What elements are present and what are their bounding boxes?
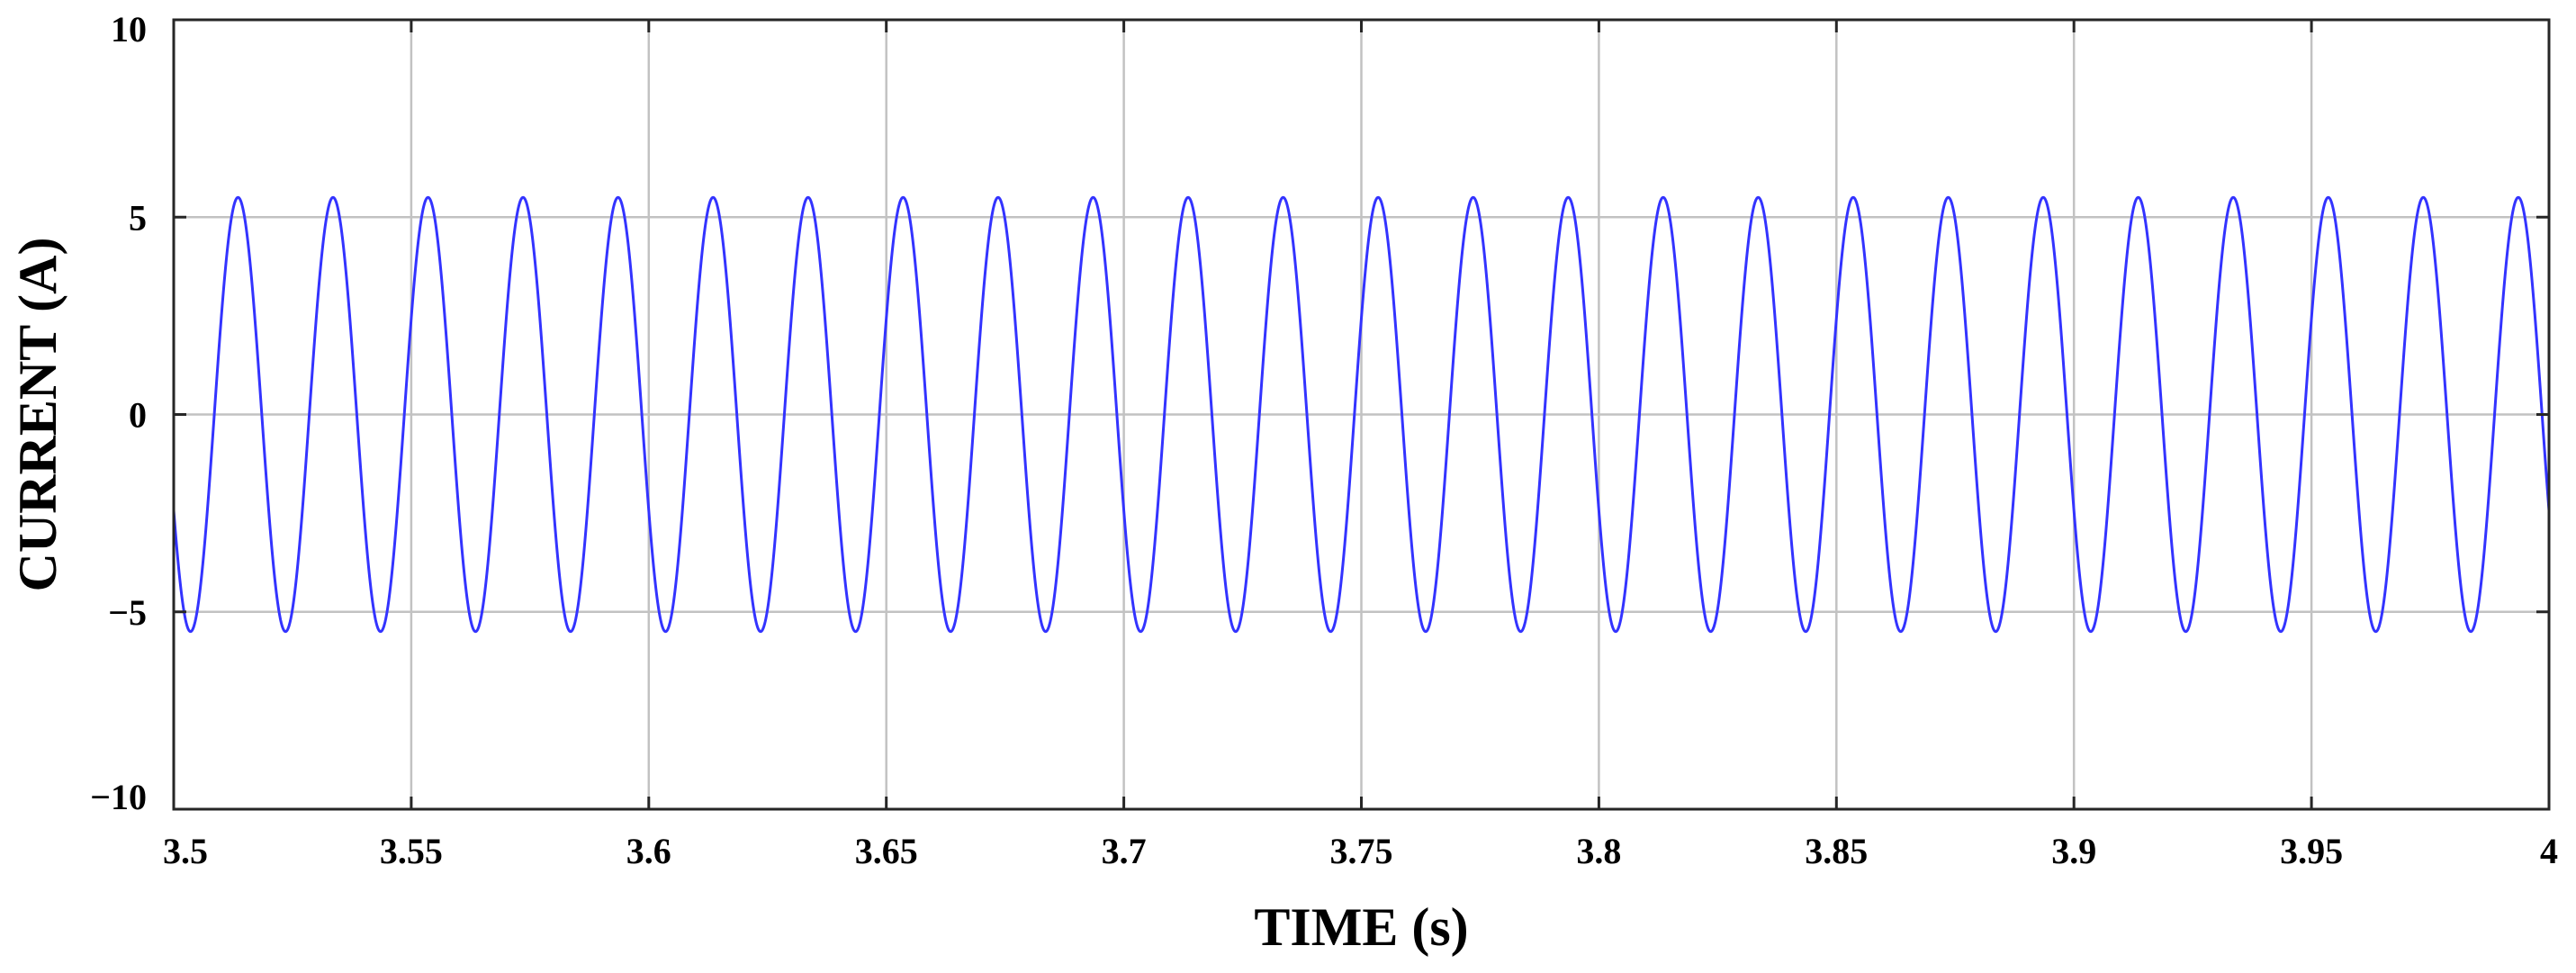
x-tick-label: 3.6 — [626, 831, 671, 871]
x-tick-labels: 3.5 3.55 3.6 3.65 3.7 3.75 3.8 3.85 3.9 3.95 4 — [163, 831, 2558, 871]
x-tick-label: 3.8 — [1576, 831, 1621, 871]
y-tick-label: −5 — [108, 592, 147, 633]
grid — [172, 18, 2551, 811]
x-tick-label: 3.55 — [380, 831, 443, 871]
y-tick-label: 10 — [111, 9, 147, 50]
x-tick-label: 3.75 — [1330, 831, 1393, 871]
x-tick-label: 3.95 — [2280, 831, 2343, 871]
x-axis-title: TIME (s) — [1254, 897, 1468, 957]
y-axis-title: CURRENT (A) — [8, 238, 68, 592]
x-tick-label: 3.5 — [163, 831, 208, 871]
x-tick-label: 3.85 — [1805, 831, 1868, 871]
series-line-current — [174, 195, 2549, 634]
y-tick-label: −10 — [90, 777, 147, 817]
x-tick-label: 3.65 — [855, 831, 918, 871]
x-tick-label: 3.9 — [2051, 831, 2096, 871]
series-layer — [174, 195, 2549, 634]
x-tick-label: 3.7 — [1102, 831, 1147, 871]
tick-marks — [172, 18, 2551, 811]
y-tick-label: 5 — [129, 197, 147, 238]
y-tick-label: 0 — [129, 395, 147, 436]
x-tick-label: 4 — [2540, 831, 2558, 871]
y-tick-labels: −10 −5 0 5 10 — [90, 9, 147, 817]
